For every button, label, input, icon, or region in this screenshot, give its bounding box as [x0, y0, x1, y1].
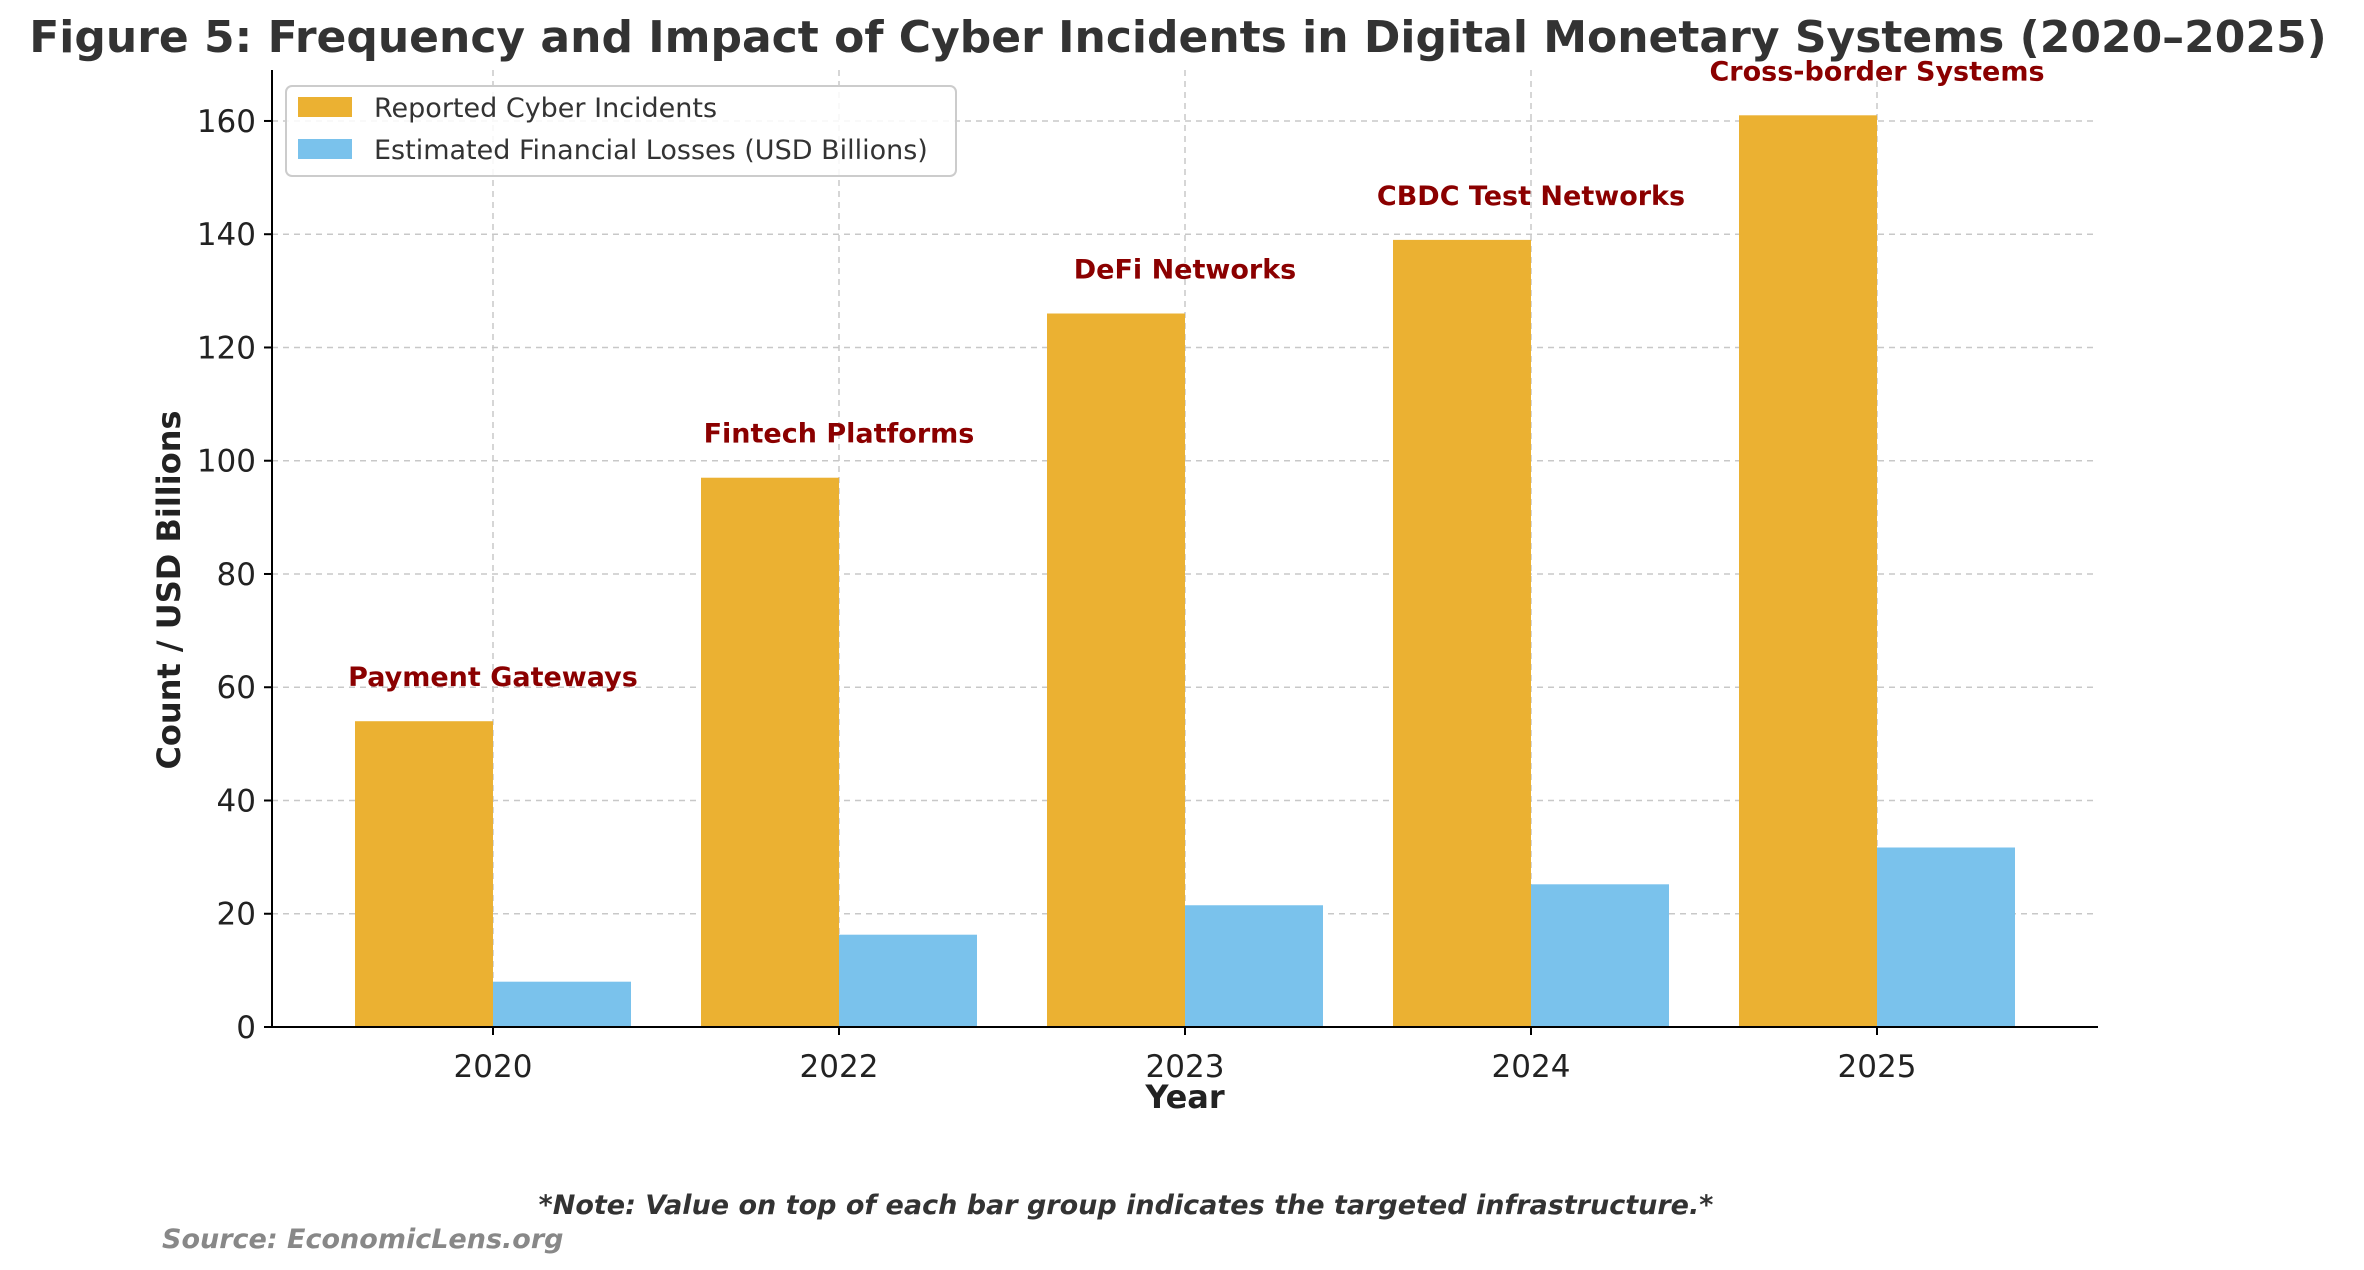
y-tick-label-40: 40 [217, 783, 256, 819]
annotation-2023: DeFi Networks [1074, 254, 1296, 285]
legend-label-losses: Estimated Financial Losses (USD Billions… [374, 135, 928, 166]
bar-incidents-2022 [701, 477, 839, 1028]
annotation-2020: Payment Gateways [348, 662, 638, 693]
y-tick-label-140: 140 [197, 217, 256, 253]
source-credit: Source: EconomicLens.org [162, 1224, 563, 1255]
legend-frame [285, 85, 957, 177]
y-axis-label: Count / USD Billions [150, 410, 188, 769]
y-tick-label-100: 100 [197, 444, 256, 480]
x-tick-label-2025: 2025 [1838, 1049, 1917, 1085]
bar-incidents-2025 [1739, 115, 1877, 1028]
bar-losses-2024 [1531, 884, 1669, 1027]
y-tick-label-80: 80 [217, 557, 256, 593]
y-tick-label-20: 20 [217, 897, 256, 933]
legend-label-incidents: Reported Cyber Incidents [374, 93, 717, 124]
bar-losses-2022 [839, 934, 977, 1027]
bar-losses-2023 [1185, 905, 1323, 1027]
x-tick-label-2024: 2024 [1492, 1049, 1571, 1085]
annotations-layer: Payment Gateways Fintech Platforms DeFi Ne… [348, 56, 2044, 693]
legend-swatch-losses [298, 139, 352, 159]
annotation-2025: Cross-border Systems [1709, 56, 2044, 87]
y-tick-label-120: 120 [197, 330, 256, 366]
bar-incidents-2024 [1393, 239, 1531, 1027]
y-tick-label-0: 0 [236, 1010, 256, 1046]
legend: Reported Cyber Incidents Estimated Finan… [285, 85, 957, 177]
bars-layer [355, 115, 2015, 1028]
chart-title: Figure 5: Frequency and Impact of Cyber … [29, 12, 2327, 63]
x-axis-label: Year [1144, 1078, 1225, 1116]
legend-swatch-incidents [298, 97, 352, 117]
x-tick-label-2020: 2020 [454, 1049, 533, 1085]
y-tick-label-60: 60 [217, 670, 256, 706]
x-tick-label-2023: 2023 [1146, 1049, 1225, 1085]
footnote: *Note: Value on top of each bar group in… [539, 1190, 1714, 1221]
ticks-layer: 0 20 40 60 80 100 120 140 160 2020 2022 2023 2024 202… [197, 104, 1917, 1085]
annotation-2024: CBDC Test Networks [1377, 181, 1685, 212]
bar-incidents-2020 [355, 721, 493, 1027]
x-tick-label-2022: 2022 [800, 1049, 879, 1085]
bar-incidents-2023 [1047, 313, 1185, 1027]
annotation-2022: Fintech Platforms [704, 419, 975, 450]
bar-losses-2025 [1877, 847, 2015, 1027]
bar-losses-2020 [493, 981, 631, 1027]
y-tick-label-160: 160 [197, 104, 256, 140]
